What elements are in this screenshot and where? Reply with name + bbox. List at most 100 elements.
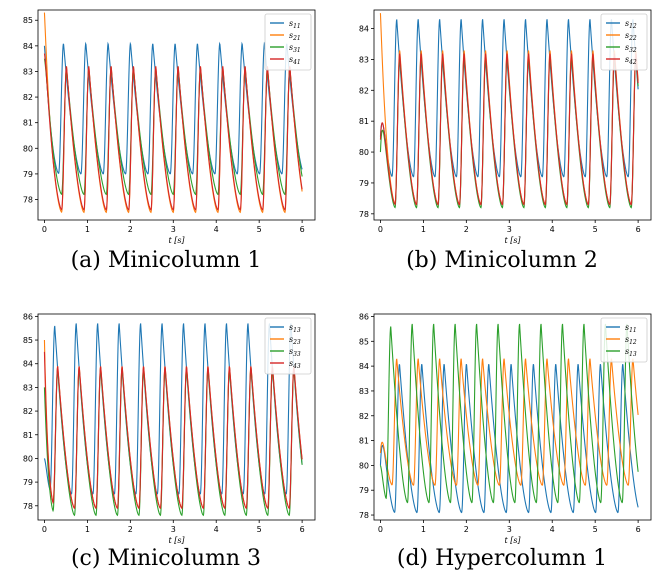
y-tick-label: 79: [359, 486, 369, 495]
series-line-s13: [379, 323, 639, 504]
caption-b: (b) Minicolumn 2: [406, 248, 598, 273]
legend-label-s21: s21: [289, 31, 301, 42]
x-tick-label: 6: [636, 225, 641, 234]
y-tick-label: 83: [23, 67, 33, 76]
x-axis-label: t [s]: [504, 536, 521, 545]
legend-box: [264, 13, 312, 71]
legend-label-s43: s43: [289, 359, 301, 370]
series-line-s42: [379, 53, 639, 206]
x-axis-label: t [s]: [168, 236, 185, 245]
y-tick-label: 85: [23, 336, 33, 345]
x-tick-label: 2: [128, 525, 133, 534]
y-tick-label: 78: [23, 502, 33, 511]
caption-c: (c) Minicolumn 3: [70, 546, 262, 571]
y-tick-label: 79: [359, 179, 369, 188]
legend-label-s41: s41: [289, 55, 301, 66]
series-line-s41: [43, 53, 303, 211]
x-tick-label: 0: [42, 525, 47, 534]
y-tick-label: 80: [359, 461, 369, 470]
y-tick-label: 80: [23, 144, 33, 153]
legend-label-s42: s42: [625, 55, 637, 66]
legend-box: [264, 317, 312, 375]
y-tick-label: 86: [359, 312, 369, 321]
x-tick-label: 6: [636, 525, 641, 534]
x-tick-label: 4: [550, 225, 555, 234]
x-tick-label: 1: [85, 525, 90, 534]
x-tick-label: 5: [257, 525, 262, 534]
legend-label-s11: s11: [289, 19, 301, 30]
x-tick-label: 6: [300, 225, 305, 234]
series-lines: [43, 323, 303, 517]
x-axis-label: t [s]: [168, 536, 185, 545]
y-tick-label: 81: [23, 431, 33, 440]
legend-label-s12: s12: [625, 19, 637, 30]
y-tick-label: 79: [23, 478, 33, 487]
legend-label-s13: s13: [289, 323, 301, 334]
x-tick-label: 1: [421, 525, 426, 534]
y-tick-label: 85: [359, 337, 369, 346]
series-line-s11: [379, 363, 639, 514]
y-tick-label: 83: [359, 387, 369, 396]
series-line-s33: [43, 368, 303, 517]
x-tick-label: 3: [171, 225, 176, 234]
plot-frame: [373, 9, 652, 221]
legend-label-s22: s22: [625, 31, 637, 42]
x-tick-label: 0: [378, 525, 383, 534]
y-tick-label: 80: [23, 454, 33, 463]
series-line-s12: [379, 358, 639, 486]
y-tick-label: 81: [359, 117, 369, 126]
x-tick-label: 5: [593, 225, 598, 234]
y-tick-label: 80: [359, 148, 369, 157]
legend-label-s23: s23: [289, 335, 301, 346]
x-tick-label: 3: [171, 525, 176, 534]
series-lines: [43, 12, 303, 214]
x-tick-label: 3: [507, 525, 512, 534]
x-tick-label: 5: [593, 525, 598, 534]
series-lines: [379, 13, 639, 209]
series-line-s43: [43, 351, 303, 510]
y-tick-label: 85: [23, 16, 33, 25]
x-tick-label: 1: [421, 225, 426, 234]
plot-frame: [37, 313, 316, 521]
y-tick-label: 79: [23, 170, 33, 179]
y-tick-label: 84: [23, 42, 33, 51]
x-tick-label: 4: [214, 225, 219, 234]
y-tick-label: 83: [23, 383, 33, 392]
y-tick-label: 78: [359, 210, 369, 219]
x-tick-label: 2: [464, 225, 469, 234]
chart-minicolumn-3: 0 1 2 3 4 5 6 78 79 80 81 82 83 84 85 86 t [s] s13s23s33s…: [23, 312, 316, 545]
x-tick-label: 4: [550, 525, 555, 534]
legend-box: [600, 317, 648, 363]
y-tick-label: 78: [359, 511, 369, 520]
legend-label-s11: s11: [625, 323, 637, 334]
y-tick-label: 81: [359, 437, 369, 446]
plot-frame: [373, 313, 652, 521]
y-tick-label: 78: [23, 196, 33, 205]
legend-label-s31: s31: [289, 43, 301, 54]
y-tick-label: 83: [359, 55, 369, 64]
x-tick-label: 2: [464, 525, 469, 534]
legend-box: [600, 13, 648, 71]
series-lines: [379, 323, 639, 514]
x-tick-label: 1: [85, 225, 90, 234]
x-tick-label: 6: [300, 525, 305, 534]
legend-label-s12: s12: [625, 335, 637, 346]
x-tick-label: 5: [257, 225, 262, 234]
legend-label-s33: s33: [289, 347, 301, 358]
plot-frame: [37, 9, 316, 221]
y-tick-label: 82: [23, 93, 33, 102]
x-tick-label: 0: [42, 225, 47, 234]
series-line-s11: [43, 41, 303, 175]
x-tick-label: 4: [214, 525, 219, 534]
y-tick-label: 82: [359, 86, 369, 95]
x-tick-label: 3: [507, 225, 512, 234]
y-tick-label: 82: [23, 407, 33, 416]
